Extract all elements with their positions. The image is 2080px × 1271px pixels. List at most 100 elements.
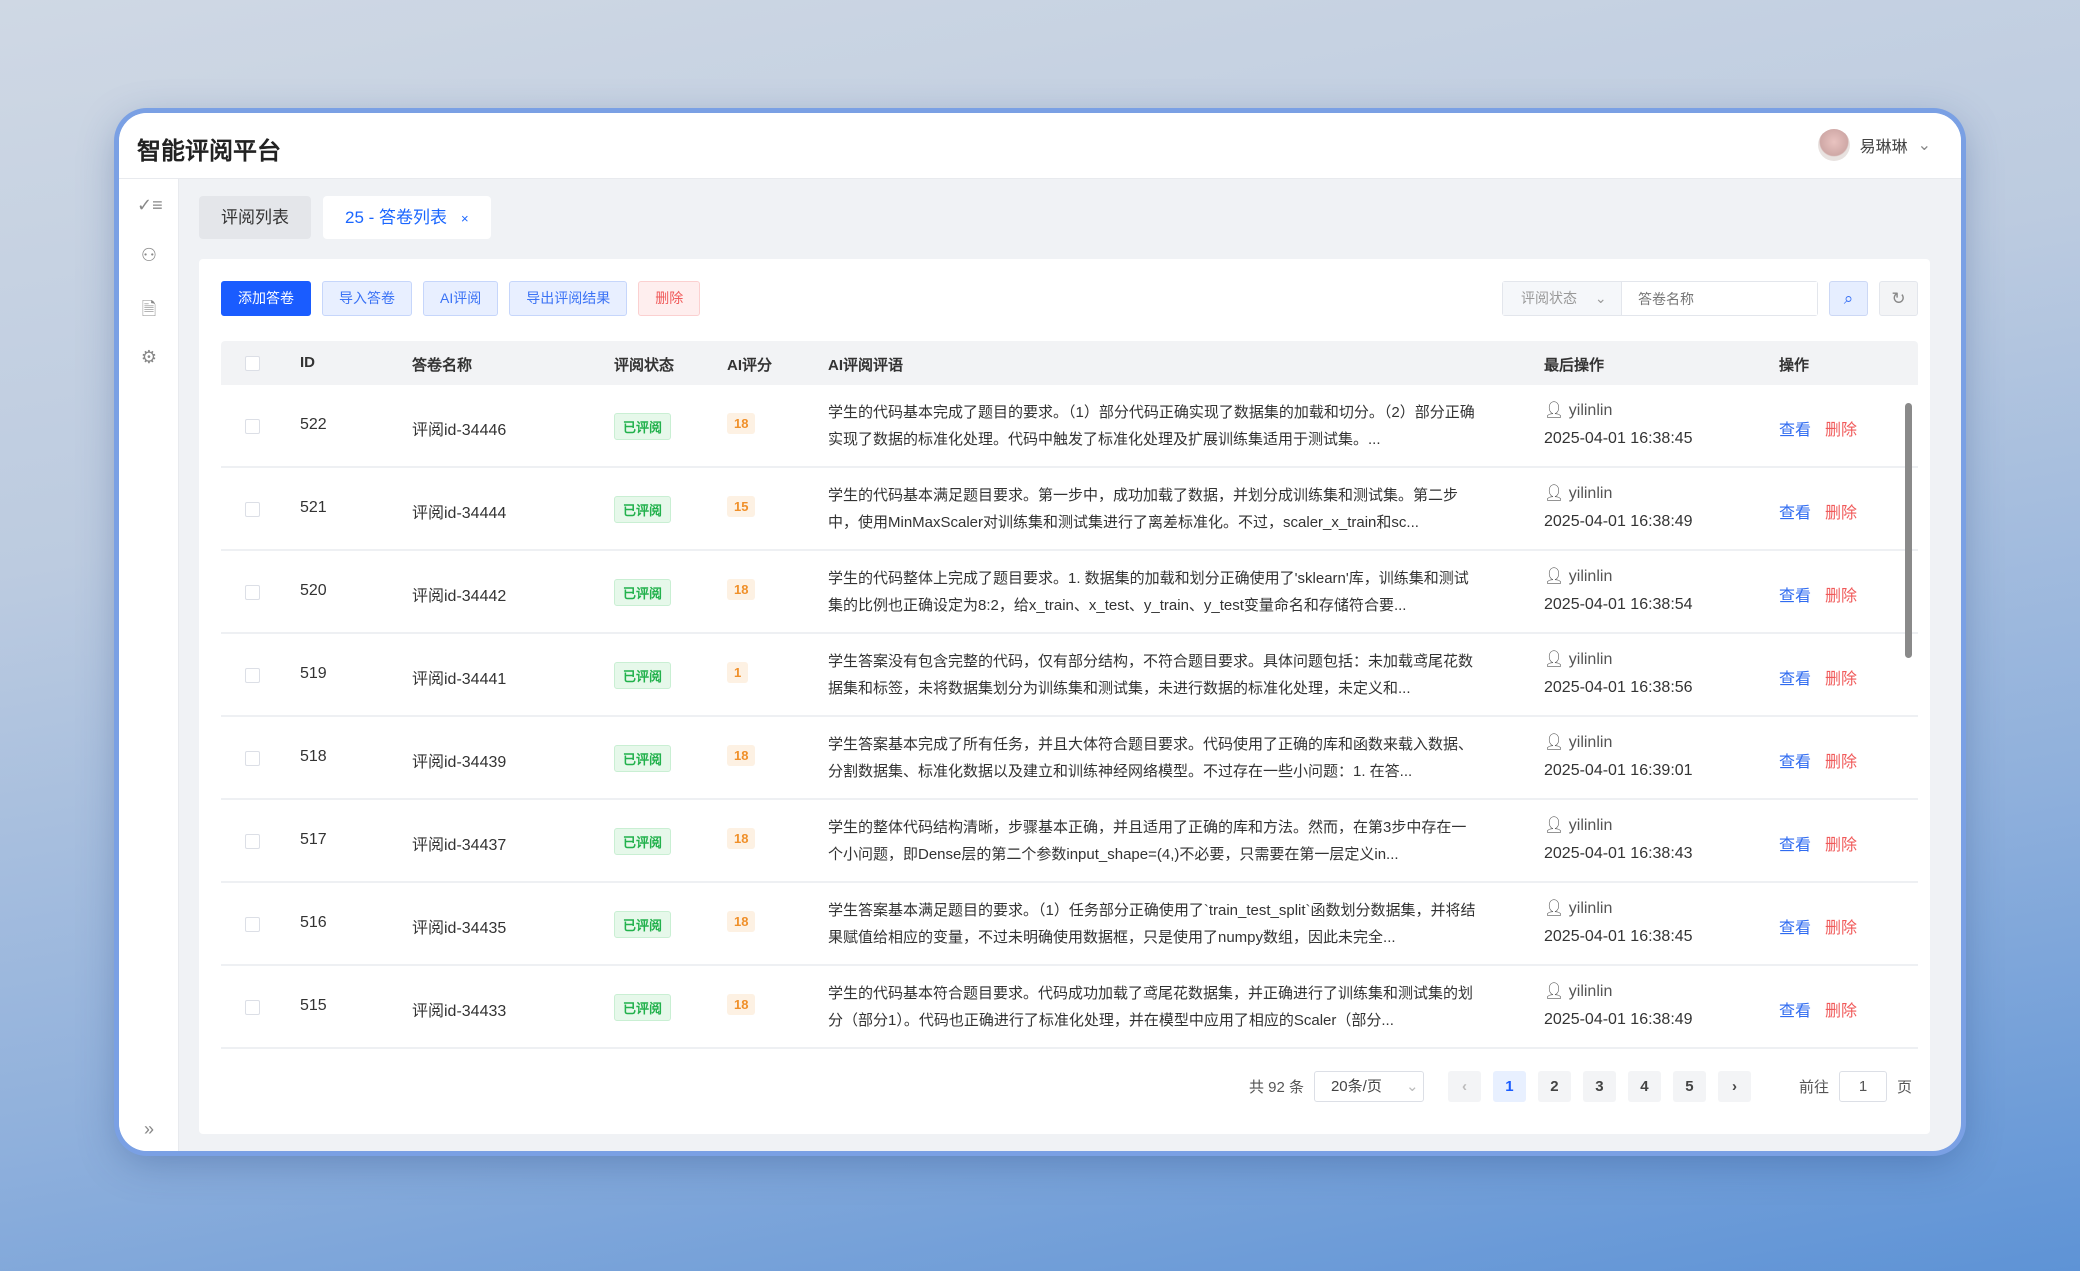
view-link[interactable]: 查看	[1779, 837, 1812, 854]
row-checkbox[interactable]	[245, 585, 260, 600]
operator-name: yilinlin	[1568, 568, 1613, 585]
expand-sidebar-icon[interactable]: »	[143, 1119, 154, 1139]
row-checkbox[interactable]	[245, 834, 260, 849]
import-answer-button[interactable]: 导入答卷	[322, 281, 412, 316]
status-badge: 已评阅	[614, 413, 672, 440]
tab-answer-list[interactable]: 25 - 答卷列表 ×	[323, 196, 491, 239]
view-link[interactable]: 查看	[1779, 588, 1812, 605]
name-search-input[interactable]	[1621, 282, 1817, 315]
status-badge: 已评阅	[614, 662, 672, 689]
delete-link[interactable]: 删除	[1825, 920, 1858, 937]
tab-bar: 评阅列表 25 - 答卷列表 ×	[199, 196, 491, 239]
table-row: 520 评阅id-34442 已评阅 18 学生的代码整体上完成了题目要求。1.…	[221, 551, 1918, 634]
ai-comment: 学生的代码基本满足题目要求。第一步中，成功加载了数据，并划分成训练集和测试集。第…	[828, 487, 1459, 531]
status-badge: 已评阅	[614, 496, 672, 523]
table-row: 517 评阅id-34437 已评阅 18 学生的整体代码结构清晰，步骤基本正确…	[221, 800, 1918, 883]
operator-name: yilinlin	[1568, 900, 1613, 917]
select-all-checkbox[interactable]	[245, 356, 260, 371]
row-id: 517	[300, 831, 327, 848]
row-name: 评阅id-34442	[412, 588, 507, 605]
ai-comment: 学生的代码基本完成了题目的要求。（1）部分代码正确实现了数据集的加载和切分。（2…	[828, 404, 1475, 448]
scrollbar-thumb[interactable]	[1905, 403, 1912, 658]
score-badge: 18	[727, 828, 756, 849]
ai-comment: 学生答案没有包含完整的代码，仅有部分结构，不符合题目要求。具体问题包括：未加载鸢…	[828, 653, 1474, 697]
page-size-value: 20条/页	[1330, 1078, 1382, 1095]
delete-link[interactable]: 删除	[1825, 671, 1858, 688]
next-page-button[interactable]: ›	[1717, 1071, 1751, 1102]
last-operation: 👤︎ yilinlin 2025-04-01 16:39:01	[1544, 729, 1693, 785]
score-badge: 18	[727, 413, 756, 434]
view-link[interactable]: 查看	[1779, 754, 1812, 771]
add-answer-button[interactable]: 添加答卷	[221, 281, 311, 316]
row-id: 518	[300, 748, 327, 765]
row-name: 评阅id-34433	[412, 1003, 507, 1020]
page-2[interactable]: 2	[1537, 1071, 1571, 1102]
delete-button[interactable]: 删除	[638, 281, 701, 316]
view-link[interactable]: 查看	[1779, 671, 1812, 688]
score-badge: 18	[727, 745, 756, 766]
search-button[interactable]: ⌕	[1829, 281, 1868, 316]
page-3[interactable]: 3	[1582, 1071, 1616, 1102]
checklist-icon[interactable]: ✓≡	[137, 195, 163, 215]
chevron-down-icon: ⌄	[1917, 137, 1931, 154]
user-icon: 👤︎	[1544, 734, 1565, 751]
delete-link[interactable]: 删除	[1825, 505, 1858, 522]
view-link[interactable]: 查看	[1779, 422, 1812, 439]
goto-page-input[interactable]: 1	[1838, 1071, 1887, 1102]
gear-icon[interactable]: ⚙	[140, 347, 158, 367]
close-icon[interactable]: ×	[461, 211, 469, 226]
toolbar: 添加答卷 导入答卷 AI评阅 导出评阅结果 删除	[221, 281, 701, 316]
table-row: 521 评阅id-34444 已评阅 15 学生的代码基本满足题目要求。第一步中…	[221, 468, 1918, 551]
table-row: 522 评阅id-34446 已评阅 18 学生的代码基本完成了题目的要求。（1…	[221, 385, 1918, 468]
view-link[interactable]: 查看	[1779, 505, 1812, 522]
row-checkbox[interactable]	[245, 668, 260, 683]
page-size-select[interactable]: 20条/页 ⌄	[1313, 1071, 1424, 1102]
refresh-button[interactable]: ↻	[1879, 281, 1918, 316]
export-results-button[interactable]: 导出评阅结果	[509, 281, 628, 316]
row-checkbox[interactable]	[245, 751, 260, 766]
delete-link[interactable]: 删除	[1825, 422, 1858, 439]
status-badge: 已评阅	[614, 579, 672, 606]
table-row: 519 评阅id-34441 已评阅 1 学生答案没有包含完整的代码，仅有部分结…	[221, 634, 1918, 717]
operation-time: 2025-04-01 16:38:49	[1544, 1011, 1693, 1028]
operator-name: yilinlin	[1568, 817, 1613, 834]
row-checkbox[interactable]	[245, 419, 260, 434]
row-checkbox[interactable]	[245, 1000, 260, 1015]
refresh-icon: ↻	[1891, 289, 1906, 308]
user-menu[interactable]: 易琳琳 ⌄	[1817, 129, 1931, 161]
ai-comment: 学生的整体代码结构清晰，步骤基本正确，并且适用了正确的库和方法。然而，在第3步中…	[828, 819, 1467, 863]
prev-page-button[interactable]: ‹	[1447, 1071, 1481, 1102]
view-link[interactable]: 查看	[1779, 1003, 1812, 1020]
delete-link[interactable]: 删除	[1825, 754, 1858, 771]
answer-table: ID 答卷名称 评阅状态 AI评分 AI评阅评语 最后操作 操作 522 评阅i…	[221, 341, 1918, 1055]
delete-link[interactable]: 删除	[1825, 588, 1858, 605]
operation-time: 2025-04-01 16:39:01	[1544, 762, 1693, 779]
total-count: 共 92 条	[1248, 1079, 1304, 1096]
view-link[interactable]: 查看	[1779, 920, 1812, 937]
page-4[interactable]: 4	[1627, 1071, 1661, 1102]
user-icon[interactable]: ⚇	[140, 245, 158, 265]
row-id: 519	[300, 665, 327, 682]
ai-comment: 学生的代码基本符合题目要求。代码成功加载了鸢尾花数据集，并正确进行了训练集和测试…	[828, 985, 1474, 1029]
search-icon: ⌕	[1843, 289, 1854, 308]
score-badge: 18	[727, 994, 756, 1015]
page-1[interactable]: 1	[1492, 1071, 1526, 1102]
last-operation: 👤︎ yilinlin 2025-04-01 16:38:45	[1544, 397, 1693, 453]
row-name: 评阅id-34435	[412, 920, 507, 937]
row-name: 评阅id-34437	[412, 837, 507, 854]
table-row: 515 评阅id-34433 已评阅 18 学生的代码基本符合题目要求。代码成功…	[221, 966, 1918, 1049]
app-window: 智能评阅平台 易琳琳 ⌄ ✓≡ ⚇ 🗎 ⚙ » 评阅列表 25 - 答卷列表 × …	[119, 113, 1961, 1151]
document-check-icon[interactable]: 🗎	[141, 299, 157, 319]
operation-time: 2025-04-01 16:38:45	[1544, 928, 1693, 945]
status-select[interactable]: 评阅状态 ⌄	[1503, 282, 1621, 315]
delete-link[interactable]: 删除	[1825, 1003, 1858, 1020]
row-checkbox[interactable]	[245, 502, 260, 517]
table-row: 516 评阅id-34435 已评阅 18 学生答案基本满足题目的要求。（1）任…	[221, 883, 1918, 966]
delete-link[interactable]: 删除	[1825, 837, 1858, 854]
app-title: 智能评阅平台	[137, 138, 281, 165]
tab-review-list[interactable]: 评阅列表	[199, 196, 311, 239]
table-scrollbar[interactable]	[1904, 391, 1912, 1051]
ai-review-button[interactable]: AI评阅	[423, 281, 499, 316]
page-5[interactable]: 5	[1672, 1071, 1706, 1102]
row-checkbox[interactable]	[245, 917, 260, 932]
